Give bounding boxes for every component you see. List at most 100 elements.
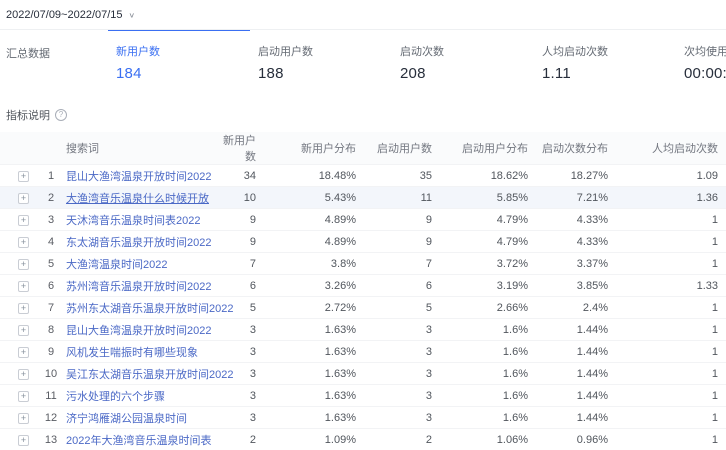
metric-tab-value: 208 (400, 65, 426, 82)
expand-cell: + (0, 362, 40, 385)
expand-icon[interactable]: + (18, 412, 29, 424)
keyword-link[interactable]: 风机发生喘振时有哪些现象 (66, 346, 198, 359)
keyword-link[interactable]: 昆山大鱼湾温泉开放时间2022 (66, 324, 212, 337)
expand-icon[interactable]: + (18, 368, 29, 380)
table-row: + 4 东太湖音乐温泉开放时间2022 9 4.89% 9 4.79% 4.33… (0, 230, 726, 253)
help-icon[interactable]: ? (55, 109, 67, 121)
column-header: 新用户数 (212, 132, 260, 165)
expand-cell: + (0, 252, 40, 275)
launch-users-cell: 3 (360, 362, 436, 385)
metric-tab[interactable]: 新用户数 184 (108, 30, 250, 94)
new-users-cell: 3 (212, 318, 260, 341)
table-row: + 3 天沐湾音乐温泉时间表2022 9 4.89% 9 4.79% 4.33%… (0, 208, 726, 231)
expand-icon[interactable]: + (18, 236, 29, 248)
launch-users-pct-cell: 5.85% (436, 186, 532, 209)
keyword-link[interactable]: 东太湖音乐温泉开放时间2022 (66, 236, 212, 249)
rank-cell: 3 (40, 208, 62, 231)
expand-icon[interactable]: + (18, 390, 29, 402)
launch-users-pct-cell: 1.6% (436, 318, 532, 341)
table-row: + 11 污水处理的六个步骤 3 1.63% 3 1.6% 1.44% 1 (0, 384, 726, 407)
new-users-pct-cell: 1.63% (260, 362, 360, 385)
keyword-cell: 大渔湾温泉时间2022 (62, 252, 212, 275)
expand-cell: + (0, 384, 40, 407)
avg-launches-cell: 1 (612, 318, 726, 341)
keyword-cell: 天沐湾音乐温泉时间表2022 (62, 208, 212, 231)
avg-launches-cell: 1 (612, 384, 726, 407)
metric-tab-value: 184 (116, 65, 142, 82)
metric-note-row: 指标说明 ? (6, 108, 726, 122)
launch-users-cell: 11 (360, 186, 436, 209)
launch-users-cell: 2 (360, 428, 436, 450)
new-users-cell: 3 (212, 406, 260, 429)
expand-icon[interactable]: + (18, 214, 29, 226)
summary-metrics-bar: 汇总数据 新用户数 184 启动用户数 188 启动次数 208 人均启动次数 … (0, 29, 726, 94)
avg-launches-cell: 1 (612, 230, 726, 253)
column-header-spacer (0, 132, 40, 165)
column-header-spacer (40, 132, 62, 165)
keyword-link[interactable]: 2022年大渔湾音乐温泉时间表 (66, 434, 212, 447)
launch-users-cell: 5 (360, 296, 436, 319)
new-users-cell: 34 (212, 164, 260, 187)
keyword-cell: 苏州东太湖音乐温泉开放时间2022 (62, 296, 233, 319)
launch-users-cell: 3 (360, 340, 436, 363)
launch-count-pct-cell: 3.85% (532, 274, 612, 297)
metric-tab[interactable]: 启动用户数 188 (250, 30, 392, 94)
expand-icon[interactable]: + (18, 346, 29, 358)
new-users-cell: 5 (212, 296, 260, 319)
keyword-cell: 2022年大渔湾音乐温泉时间表 (62, 428, 212, 450)
rank-cell: 5 (40, 252, 62, 275)
launch-count-pct-cell: 18.27% (532, 164, 612, 187)
launch-count-pct-cell: 7.21% (532, 186, 612, 209)
avg-launches-cell: 1.09 (612, 164, 726, 187)
table-row: + 7 苏州东太湖音乐温泉开放时间2022 5 2.72% 5 2.66% 2.… (0, 296, 726, 319)
new-users-cell: 2 (212, 428, 260, 450)
date-range-selector[interactable]: 2022/07/09~2022/07/15 ∨ (0, 0, 726, 22)
avg-launches-cell: 1 (612, 252, 726, 275)
expand-icon[interactable]: + (18, 434, 29, 446)
table-header-row: 搜索词 新用户数 新用户分布 启动用户数 启动用户分布 启动次数分布 人均启动次数 (0, 132, 726, 165)
keyword-link[interactable]: 苏州湾音乐温泉开放时间2022 (66, 280, 212, 293)
expand-icon[interactable]: + (18, 170, 29, 182)
expand-icon[interactable]: + (18, 258, 29, 270)
metric-tab[interactable]: 人均启动次数 1.11 (534, 30, 676, 94)
expand-icon[interactable]: + (18, 324, 29, 336)
metric-tab-label: 次均使用时长 (684, 46, 726, 58)
keyword-table: 搜索词 新用户数 新用户分布 启动用户数 启动用户分布 启动次数分布 人均启动次数 + 1 … (0, 132, 726, 450)
new-users-cell: 3 (212, 384, 260, 407)
metric-tab[interactable]: 启动次数 208 (392, 30, 534, 94)
rank-cell: 9 (40, 340, 62, 363)
keyword-link[interactable]: 吴江东太湖音乐温泉开放时间2022 (66, 368, 234, 381)
new-users-pct-cell: 1.63% (260, 340, 360, 363)
keyword-link[interactable]: 苏州东太湖音乐温泉开放时间2022 (66, 302, 234, 315)
keyword-link[interactable]: 大渔湾音乐温泉什么时候开放 (66, 192, 209, 205)
new-users-pct-cell: 4.89% (260, 230, 360, 253)
expand-icon[interactable]: + (18, 302, 29, 314)
launch-users-cell: 3 (360, 406, 436, 429)
new-users-cell: 9 (212, 230, 260, 253)
expand-cell: + (0, 230, 40, 253)
expand-cell: + (0, 296, 40, 319)
avg-launches-cell: 1.33 (612, 274, 726, 297)
keyword-link[interactable]: 污水处理的六个步骤 (66, 390, 165, 403)
keyword-link[interactable]: 昆山大渔湾温泉开放时间2022 (66, 170, 212, 183)
keyword-link[interactable]: 济宁鸿雁湖公园温泉时间 (66, 412, 187, 425)
new-users-pct-cell: 2.72% (260, 296, 360, 319)
new-users-pct-cell: 3.26% (260, 274, 360, 297)
expand-icon[interactable]: + (18, 280, 29, 292)
expand-icon[interactable]: + (18, 192, 29, 204)
metric-tab[interactable]: 次均使用时长 00:00:4 (676, 30, 726, 94)
rank-cell: 2 (40, 186, 62, 209)
keyword-link[interactable]: 天沐湾音乐温泉时间表2022 (66, 214, 201, 227)
launch-users-cell: 9 (360, 208, 436, 231)
table-row: + 8 昆山大鱼湾温泉开放时间2022 3 1.63% 3 1.6% 1.44%… (0, 318, 726, 341)
metric-tab-value: 00:00:4 (684, 65, 726, 82)
launch-users-cell: 7 (360, 252, 436, 275)
keyword-link[interactable]: 大渔湾温泉时间2022 (66, 258, 168, 271)
launch-users-pct-cell: 2.66% (436, 296, 532, 319)
launch-users-pct-cell: 1.6% (436, 406, 532, 429)
keyword-cell: 污水处理的六个步骤 (62, 384, 212, 407)
rank-cell: 7 (40, 296, 62, 319)
table-row: + 1 昆山大渔湾温泉开放时间2022 34 18.48% 35 18.62% … (0, 164, 726, 187)
column-header: 启动用户分布 (436, 132, 532, 165)
avg-launches-cell: 1 (612, 362, 726, 385)
